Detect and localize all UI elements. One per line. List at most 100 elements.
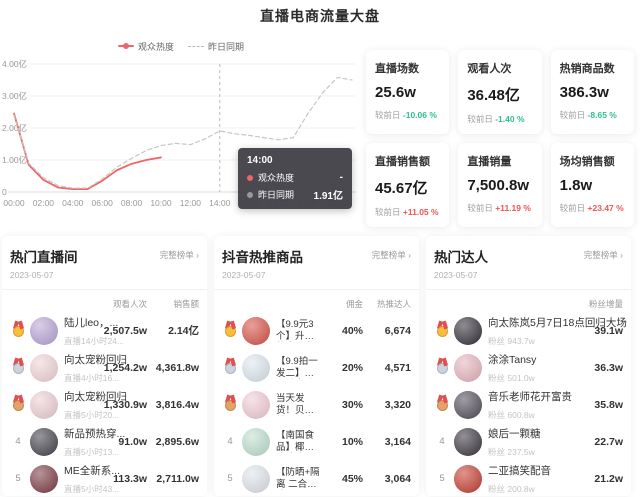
column-header-fan-growth: 粉丝增量 xyxy=(588,299,623,309)
product-name: 【9.9元3个】升级款电动车挡... xyxy=(276,318,315,342)
divider xyxy=(214,289,419,290)
sales-value: 2.14亿 xyxy=(168,325,199,337)
avatar xyxy=(454,427,482,456)
tooltip-time: 14:00 xyxy=(247,155,273,166)
tooltip-row: 观众热度 - xyxy=(247,171,343,184)
silver-medal-icon xyxy=(12,358,25,374)
full-ranking-link[interactable]: 完整榜单 › xyxy=(159,250,199,260)
ranking-panels: 热门直播间 完整榜单 › 2023-05-07 观看人次 销售额 陆儿leo，.… xyxy=(2,236,631,496)
stat-change-prefix: 较前日 xyxy=(467,203,493,213)
stat-change: -10.06 % xyxy=(402,110,437,120)
stat-change-prefix: 较前日 xyxy=(375,110,401,120)
panel-title: 热门直播间 xyxy=(10,250,78,265)
tooltip-series-name: 观众热度 xyxy=(258,173,295,183)
avatar xyxy=(454,390,482,419)
panel-hot-influencers: 热门达人 完整榜单 › 2023-05-07 粉丝增量 向太陈岚5月7日18点回… xyxy=(426,236,631,496)
rank-number: 5 xyxy=(15,473,21,484)
column-header-viewers: 观看人次 xyxy=(112,299,147,309)
legend-item-audience-heat[interactable]: 观众热度 xyxy=(117,40,174,53)
product-image xyxy=(242,427,270,456)
panel-title: 热门达人 xyxy=(434,250,488,265)
promoters-value: 6,674 xyxy=(384,324,411,337)
fan-growth-value: 22.7w xyxy=(594,435,623,448)
list-item[interactable]: 音乐老师花开富贵粉丝 600.8w 35.8w xyxy=(434,386,623,423)
stat-change: +11.19 % xyxy=(495,203,531,213)
list-item[interactable]: 陆儿leo，...直播14小时24... 2,507.5w 2.14亿 xyxy=(10,312,199,349)
promoters-value: 4,571 xyxy=(384,361,411,374)
tooltip-series-value: 1.91亿 xyxy=(313,191,343,202)
stat-card-views: 观看人次 36.48亿 较前日 -1.40 % xyxy=(458,50,542,134)
avatar xyxy=(30,316,58,345)
list-item[interactable]: 【9.9拍一发二】鞋子除臭喷雾... 20% 4,571 xyxy=(222,349,411,386)
full-ranking-link[interactable]: 完整榜单 › xyxy=(583,250,623,260)
list-item[interactable]: 5 ME全新系...直播5小时43... 113.3w 2,711.0w xyxy=(10,460,199,497)
viewers-value: 1,330.9w xyxy=(103,398,147,411)
stat-change-prefix: 较前日 xyxy=(559,203,586,213)
tooltip-row: 昨日同期 1.91亿 xyxy=(247,187,343,202)
legend-label: 观众热度 xyxy=(137,41,174,52)
rank-number: 5 xyxy=(227,473,233,484)
series-dot-icon xyxy=(247,191,253,198)
list-item[interactable]: 5 【防晒+隔离 二合一】防晒霜SP... 45% 3,064 xyxy=(222,460,411,497)
stat-label: 场均销售额 xyxy=(559,156,615,168)
stat-label: 直播场数 xyxy=(375,63,419,75)
svg-text:4.00亿: 4.00亿 xyxy=(2,59,27,69)
chevron-right-icon: › xyxy=(408,250,411,260)
viewers-value: 91.0w xyxy=(118,435,147,448)
influencer-name: 二亚搞笑配音 xyxy=(488,464,551,477)
legend-item-yesterday[interactable]: 昨日同期 xyxy=(188,40,244,53)
promoters-value: 3,164 xyxy=(384,435,411,448)
stat-label: 直播销量 xyxy=(467,156,512,168)
chart-tooltip: 14:00 观众热度 - 昨日同期 1.91亿 xyxy=(238,148,352,209)
fans-count: 粉丝 600.8w xyxy=(488,409,535,420)
list-item[interactable]: 4 娘后一颗糖粉丝 237.5w 22.7w xyxy=(434,423,623,460)
column-headers: 粉丝增量 xyxy=(434,298,623,310)
product-name: 【防晒+隔离 二合一】防晒霜SP... xyxy=(276,466,322,490)
avatar xyxy=(454,353,482,382)
stat-card-live-gmv: 直播销售额 45.67亿 较前日 +11.05 % xyxy=(366,143,450,227)
full-ranking-link[interactable]: 完整榜单 › xyxy=(371,250,411,260)
list-item[interactable]: 5 二亚搞笑配音粉丝 200.8w 21.2w xyxy=(434,460,623,497)
rank-number: 5 xyxy=(439,473,445,484)
stat-change: -1.40 % xyxy=(495,114,525,124)
product-image xyxy=(242,316,270,345)
influencer-name: 音乐老师花开富贵 xyxy=(488,390,572,403)
stat-card-avg-gmv: 场均销售额 1.8w 较前日 +23.47 % xyxy=(550,143,634,227)
list-item[interactable]: 4 新品预热穿...直播5小时13... 91.0w 2,895.6w xyxy=(10,423,199,460)
svg-text:10:00: 10:00 xyxy=(150,198,172,208)
list-item[interactable]: 当天发货！贝得美婴儿电热蚊... 30% 3,320 xyxy=(222,386,411,423)
list-item[interactable]: 【9.9元3个】升级款电动车挡... 40% 6,674 xyxy=(222,312,411,349)
product-image xyxy=(242,464,270,493)
svg-text:06:00: 06:00 xyxy=(92,198,114,208)
chevron-right-icon: › xyxy=(620,250,623,260)
avatar xyxy=(454,316,482,345)
stat-value: 1.8w xyxy=(559,177,593,194)
stat-value: 386.3w xyxy=(559,84,609,101)
rank-number: 4 xyxy=(439,436,445,447)
commission-value: 20% xyxy=(341,361,363,374)
commission-value: 10% xyxy=(341,435,363,448)
fan-growth-value: 35.8w xyxy=(594,398,623,411)
fans-count: 粉丝 943.7w xyxy=(488,335,535,346)
bronze-medal-icon xyxy=(224,395,237,411)
rank-number: 4 xyxy=(15,436,21,447)
silver-medal-icon xyxy=(436,358,449,374)
avatar xyxy=(30,390,58,419)
list-item[interactable]: 向太宠粉回归直播5小时20... 1,330.9w 3,816.4w xyxy=(10,386,199,423)
fan-growth-value: 36.3w xyxy=(594,361,623,374)
divider xyxy=(2,289,207,290)
list-item[interactable]: 4 【南国食品】椰奶清补凉280g*... 10% 3,164 xyxy=(222,423,411,460)
column-headers: 佣金 热推达人 xyxy=(222,298,411,310)
list-item[interactable]: 涂涂Tansy 粉丝 501.0w 36.3w xyxy=(434,349,623,386)
room-duration: 直播5小时20... xyxy=(64,409,120,420)
sales-value: 2,895.6w xyxy=(155,435,199,448)
avatar xyxy=(30,353,58,382)
bronze-medal-icon xyxy=(436,395,449,411)
legend-label: 昨日同期 xyxy=(208,41,245,52)
list-item[interactable]: 向太宠粉回归直播4小时16... 1,254.2w 4,361.8w xyxy=(10,349,199,386)
divider xyxy=(426,289,631,290)
stat-change-prefix: 较前日 xyxy=(375,207,401,217)
tooltip-series-name: 昨日同期 xyxy=(258,190,295,200)
column-header-promoters: 热推达人 xyxy=(376,299,411,309)
list-item[interactable]: 向太陈岚5月7日18点回归大场粉丝 943.7w 39.1w xyxy=(434,312,627,349)
